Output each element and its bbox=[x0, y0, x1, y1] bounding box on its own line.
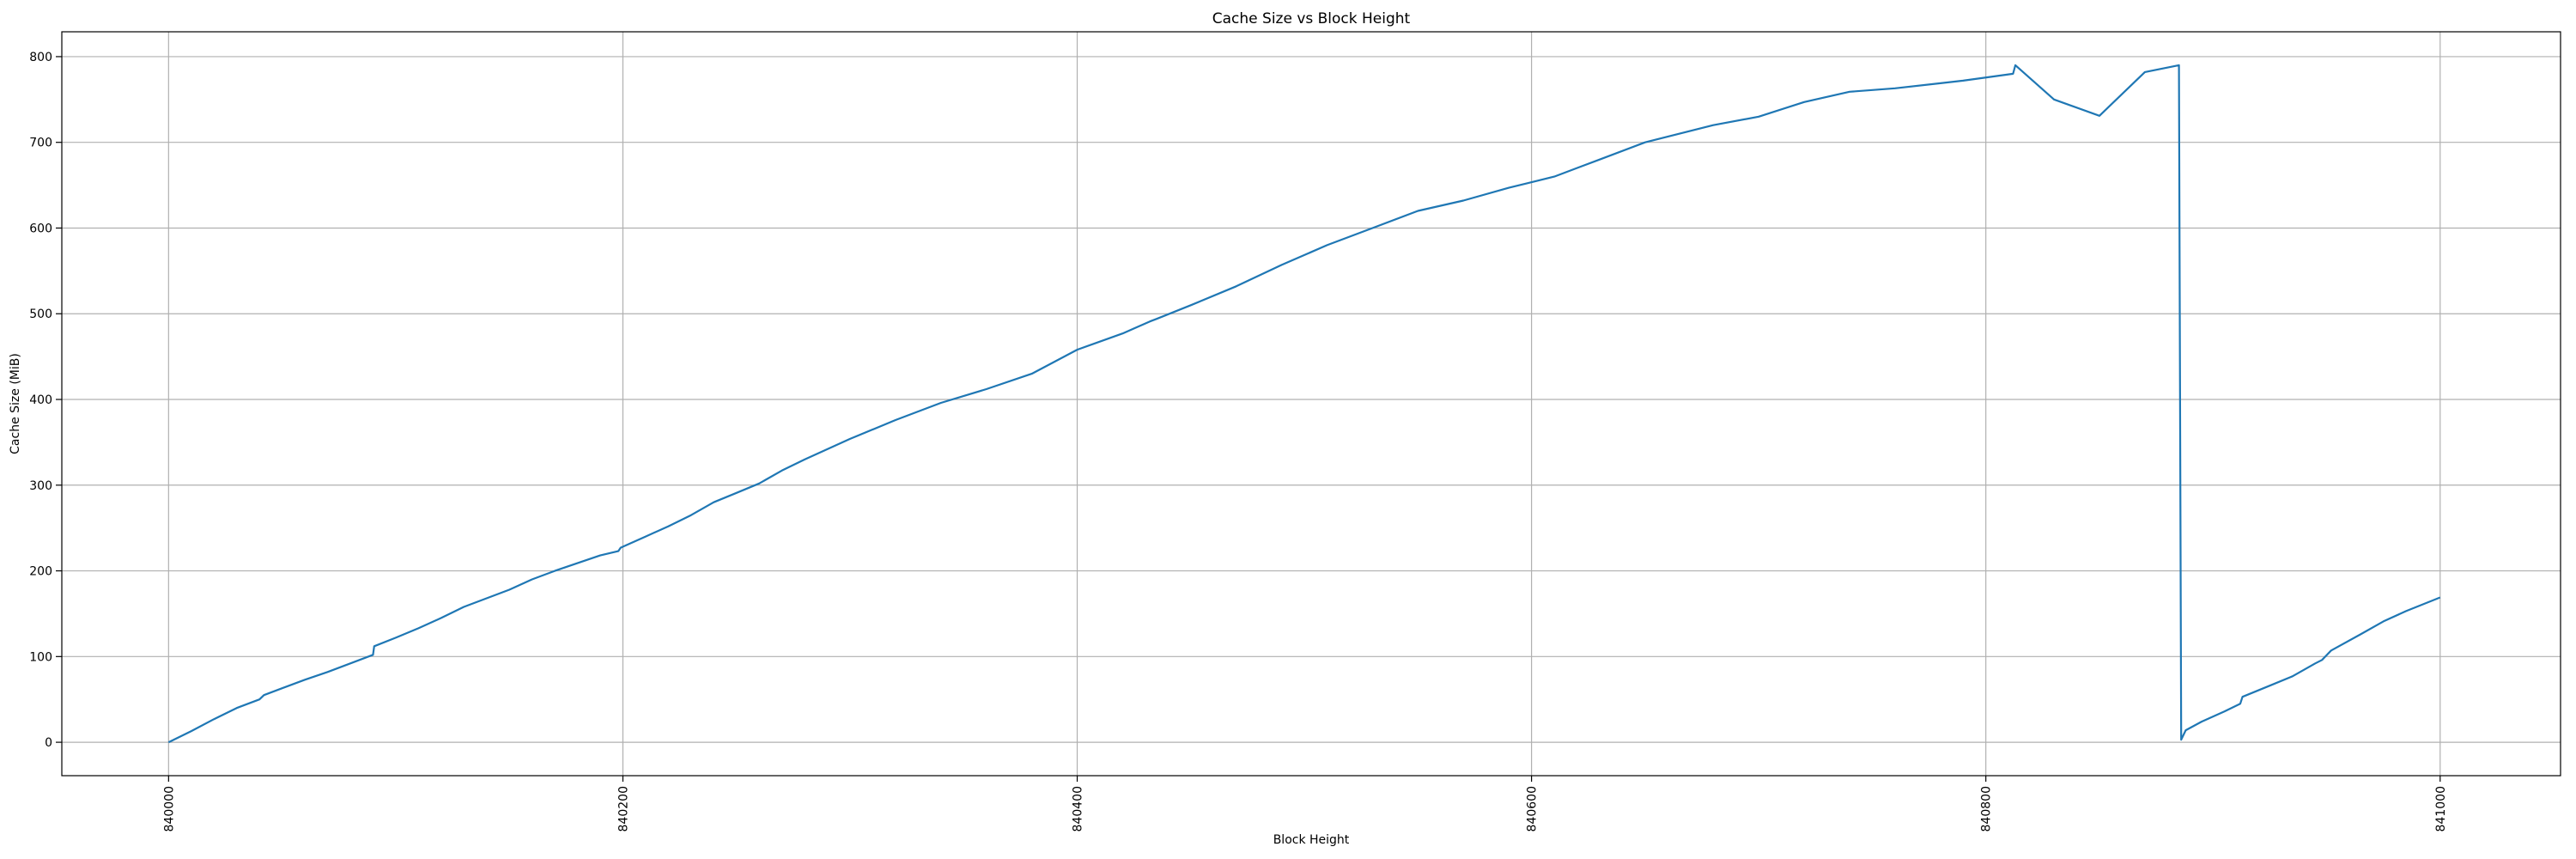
x-tick-label: 840000 bbox=[162, 786, 176, 832]
y-tick-label: 600 bbox=[29, 222, 52, 235]
x-tick-label: 840400 bbox=[1072, 786, 1085, 832]
x-tick-label: 840600 bbox=[1526, 786, 1540, 832]
y-tick-label: 100 bbox=[29, 650, 52, 664]
x-tick-label: 841000 bbox=[2434, 786, 2448, 832]
x-tick-label: 840200 bbox=[617, 786, 630, 832]
axis-ticks: 840000 840200 840400 840600 840800 841000 0 100… bbox=[29, 51, 2448, 832]
y-tick-label: 300 bbox=[29, 479, 52, 493]
y-tick-label: 700 bbox=[29, 137, 52, 150]
x-axis-label: Block Height bbox=[1273, 833, 1350, 847]
y-tick-label: 500 bbox=[29, 308, 52, 321]
series-layer bbox=[167, 64, 2441, 744]
series-line bbox=[167, 64, 2441, 744]
grid-lines bbox=[62, 32, 2561, 776]
y-axis-label: Cache Size (MiB) bbox=[9, 353, 22, 454]
y-tick-label: 0 bbox=[45, 736, 52, 750]
chart-title: Cache Size vs Block Height bbox=[1212, 10, 1411, 27]
y-tick-label: 200 bbox=[29, 565, 52, 579]
x-tick-label: 840800 bbox=[1980, 786, 1994, 832]
plot-frame bbox=[61, 31, 2561, 777]
y-tick-label: 400 bbox=[29, 393, 52, 407]
y-tick-label: 800 bbox=[29, 51, 52, 64]
